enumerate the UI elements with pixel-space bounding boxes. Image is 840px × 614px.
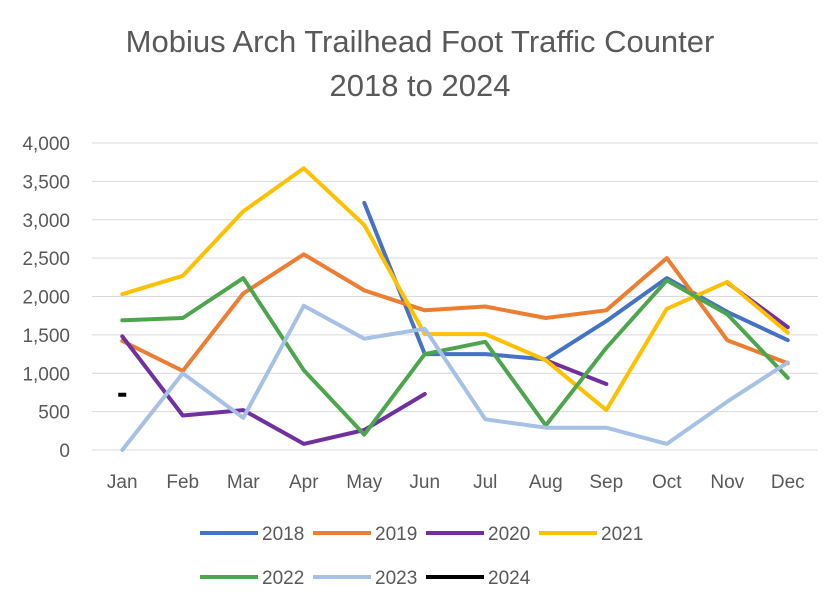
legend-label: 2019 (375, 524, 417, 545)
series-line (120, 276, 790, 437)
y-tick-label: 1,000 (22, 364, 70, 385)
y-tick-label: 3,500 (22, 172, 70, 193)
series-lines (118, 166, 790, 452)
legend-entry-2021: 2021 (539, 524, 643, 545)
y-tick-label: 0 (59, 441, 70, 462)
x-tick-label: May (346, 472, 382, 493)
x-axis-tick-labels: Jan Feb Mar Apr May Jun Jul Aug Sep Oct Nov Dec (107, 472, 805, 493)
y-tick-label: 2,500 (22, 249, 70, 270)
series-2022 (120, 276, 790, 437)
y-tick-label: 3,000 (22, 211, 70, 232)
legend-entry-2023: 2023 (313, 568, 417, 589)
chart-title: Mobius Arch Trailhead Foot Traffic Count… (0, 20, 840, 108)
y-axis-tick-labels: 0 500 1,000 1,500 2,000 2,500 3,000 3,500 4,000 (22, 134, 70, 462)
y-tick-label: 1,500 (22, 326, 70, 347)
series-2018 (362, 200, 790, 362)
legend-label: 2020 (488, 524, 530, 545)
series-line (543, 358, 609, 386)
series-line (120, 303, 790, 452)
legend-entry-2022: 2022 (200, 568, 304, 589)
legend: 2018 2019 2020 2021 2022 2023 2024 (200, 524, 643, 589)
x-tick-label: Mar (227, 472, 260, 493)
legend-label: 2023 (375, 568, 417, 589)
x-tick-label: Apr (289, 472, 319, 493)
x-tick-label: Dec (771, 472, 805, 493)
series-line (120, 166, 790, 413)
x-tick-label: Jul (473, 472, 497, 493)
series-2023 (120, 303, 790, 452)
legend-label: 2022 (262, 568, 304, 589)
x-tick-label: Jan (107, 472, 138, 493)
x-tick-label: Oct (652, 472, 682, 493)
legend-entry-2019: 2019 (313, 524, 417, 545)
x-tick-label: Sep (589, 472, 623, 493)
x-tick-label: Nov (710, 472, 744, 493)
x-tick-label: Aug (529, 472, 563, 493)
x-tick-label: Feb (166, 472, 199, 493)
y-tick-label: 4,000 (22, 134, 70, 155)
series-2019 (120, 252, 790, 373)
gridlines (92, 142, 818, 451)
legend-entry-2020: 2020 (426, 524, 530, 545)
legend-label: 2024 (488, 568, 531, 589)
legend-label: 2018 (262, 524, 304, 545)
chart-title-line1: Mobius Arch Trailhead Foot Traffic Count… (125, 24, 715, 59)
y-tick-label: 2,000 (22, 288, 70, 309)
y-tick-label: 500 (38, 403, 70, 424)
series-line (120, 252, 790, 373)
legend-label: 2021 (601, 524, 643, 545)
legend-entry-2018: 2018 (200, 524, 304, 545)
chart-subtitle: 2018 to 2024 (329, 68, 511, 103)
series-2021 (120, 166, 790, 413)
x-tick-label: Jun (409, 472, 440, 493)
legend-entry-2024: 2024 (426, 568, 531, 589)
series-line (362, 200, 790, 362)
